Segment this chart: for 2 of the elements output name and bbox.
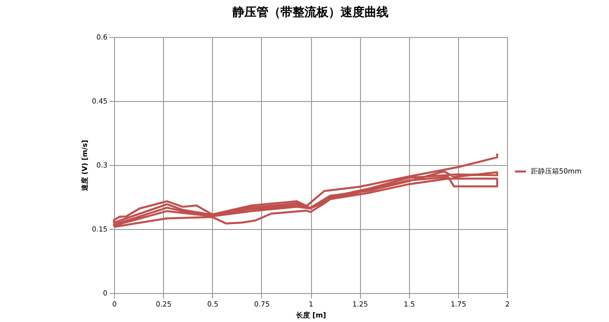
line-series	[113, 152, 498, 228]
chart-title: 静压管（带整流板）速度曲线	[232, 5, 388, 19]
